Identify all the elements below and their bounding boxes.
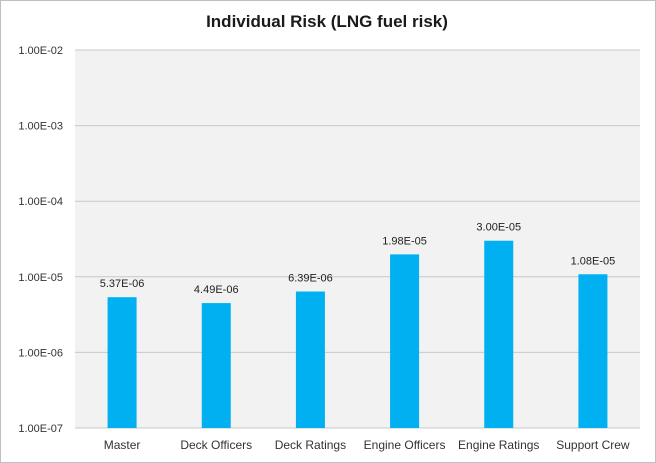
data-label: 3.00E-05 [476,222,521,234]
data-label: 1.98E-05 [382,235,427,247]
data-label: 1.08E-05 [571,255,616,267]
x-tick-label: Support Crew [556,438,630,452]
bar [578,274,608,428]
bar [390,254,420,428]
bar [295,291,325,428]
y-tick-label: 1.00E-03 [18,121,63,133]
y-tick-label: 1.00E-04 [18,196,63,208]
y-tick-label: 1.00E-02 [18,45,63,57]
y-tick-label: 1.00E-06 [18,347,63,359]
data-label: 5.37E-06 [100,278,145,290]
x-tick-label: Engine Ratings [458,438,539,452]
x-tick-label: Deck Officers [180,438,252,452]
bar [201,303,231,428]
x-tick-label: Master [104,438,141,452]
bar [484,240,514,428]
y-tick-label: 1.00E-05 [18,272,63,284]
bar [107,297,137,428]
x-tick-label: Deck Ratings [275,438,346,452]
x-tick-label: Engine Officers [364,438,446,452]
y-tick-label: 1.00E-07 [18,423,63,435]
plot-area [75,50,640,428]
data-label: 6.39E-06 [288,273,333,285]
data-label: 4.49E-06 [194,284,239,296]
chart-title: Individual Risk (LNG fuel risk) [206,12,448,31]
